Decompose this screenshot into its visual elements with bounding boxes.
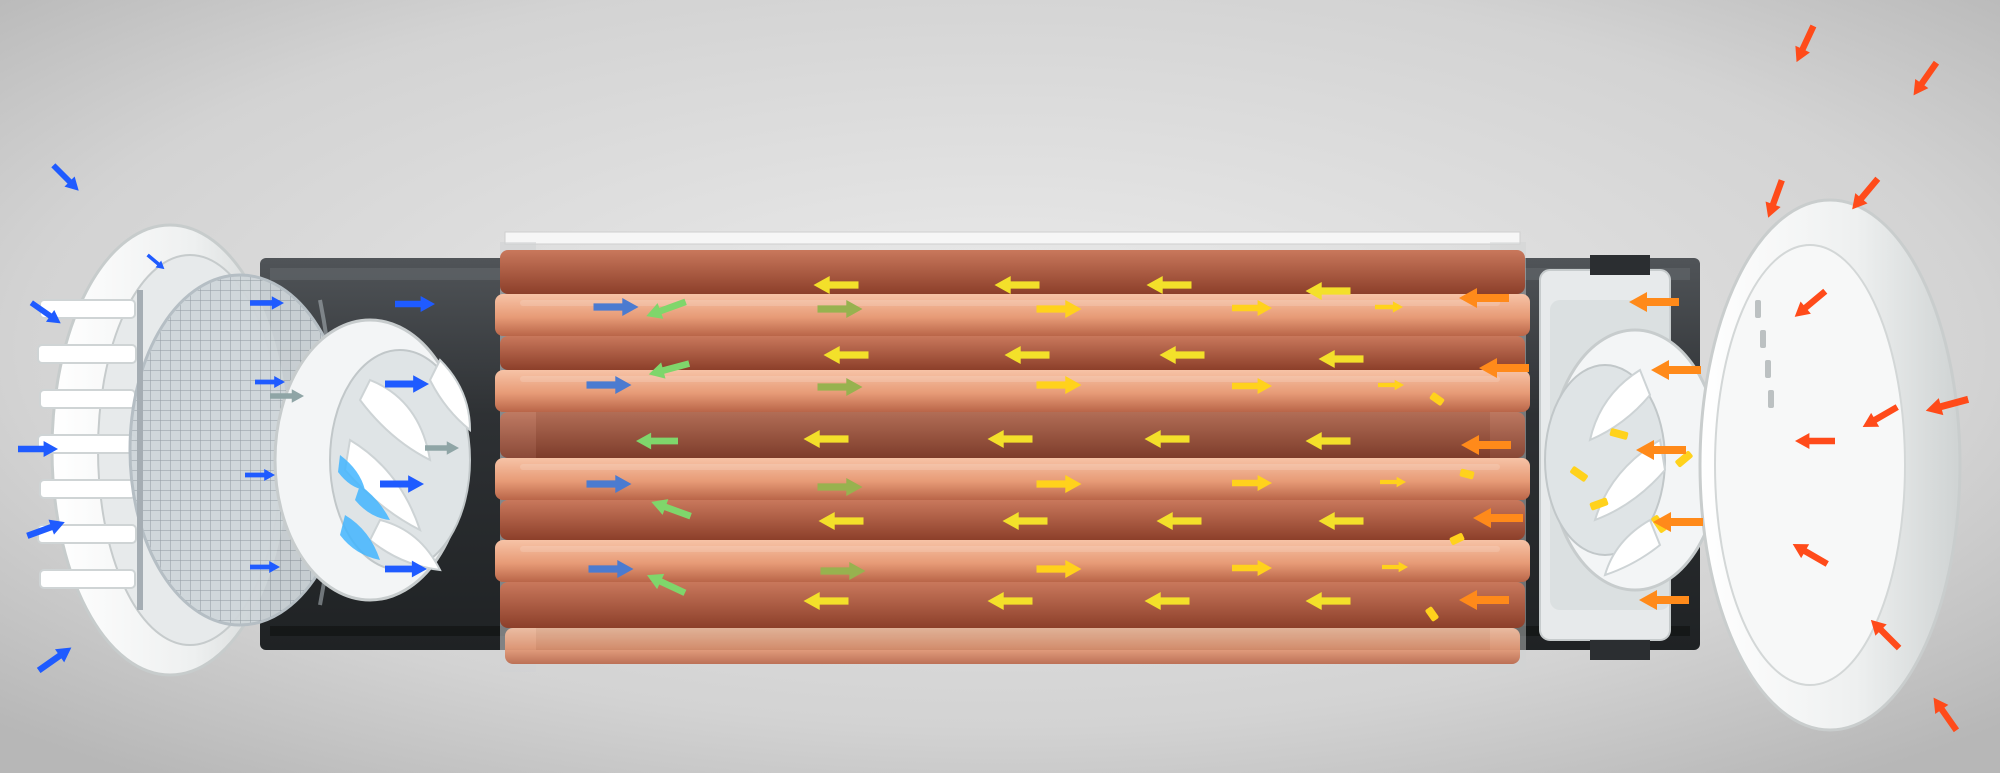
ceramic-heat-exchanger-icon [495,231,1530,672]
accent-particles [1425,392,1475,622]
exchanger-highlights [520,300,1500,552]
exchanger-top-plate [504,231,1521,245]
copper-channels [495,250,1530,664]
right-cap-slots [1755,300,1774,408]
airflow-arrows [18,22,1971,735]
right-exhaust-assembly [1539,198,1962,732]
left-fan-blades-tint [338,455,390,560]
right-end-cap [1698,198,1962,732]
intake-fins [37,299,137,589]
right-fan-blades [1588,368,1667,577]
